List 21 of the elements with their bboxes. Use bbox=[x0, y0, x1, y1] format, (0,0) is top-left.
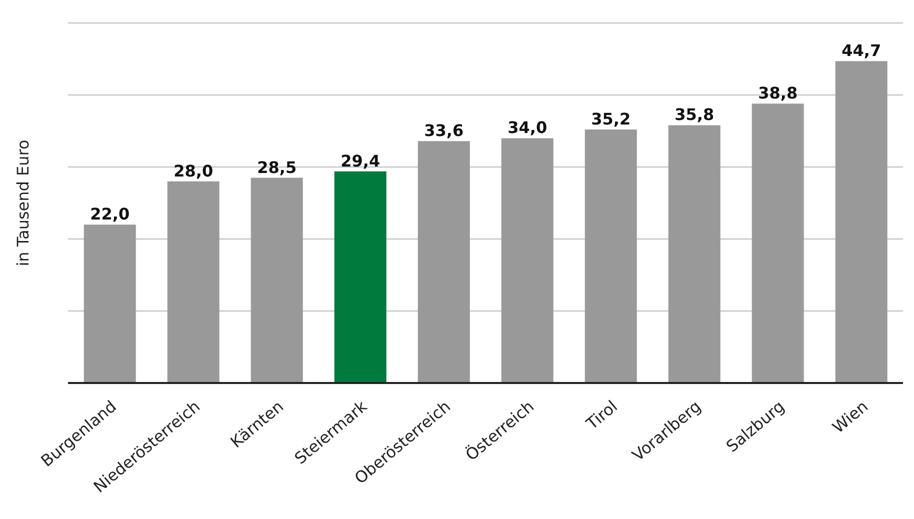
bar bbox=[584, 130, 637, 383]
data-label: 34,0 bbox=[508, 118, 548, 138]
bar bbox=[250, 178, 303, 383]
data-label: 22,0 bbox=[90, 204, 130, 224]
data-label: 44,7 bbox=[842, 41, 882, 60]
y-axis-title: in Tausend Euro bbox=[14, 140, 33, 266]
data-label: 35,2 bbox=[591, 110, 631, 129]
bar bbox=[835, 61, 888, 383]
data-label: 28,0 bbox=[174, 161, 214, 180]
data-label: 28,5 bbox=[257, 158, 297, 177]
bar bbox=[501, 138, 554, 383]
bar bbox=[668, 125, 720, 383]
data-label: 35,8 bbox=[674, 105, 714, 124]
bar bbox=[418, 141, 470, 383]
bar bbox=[167, 181, 220, 383]
data-label: 33,6 bbox=[424, 121, 464, 140]
bar bbox=[334, 171, 386, 383]
bar bbox=[752, 104, 804, 383]
data-label: 29,4 bbox=[340, 151, 380, 170]
bar bbox=[84, 224, 136, 383]
data-label: 38,8 bbox=[758, 84, 798, 103]
